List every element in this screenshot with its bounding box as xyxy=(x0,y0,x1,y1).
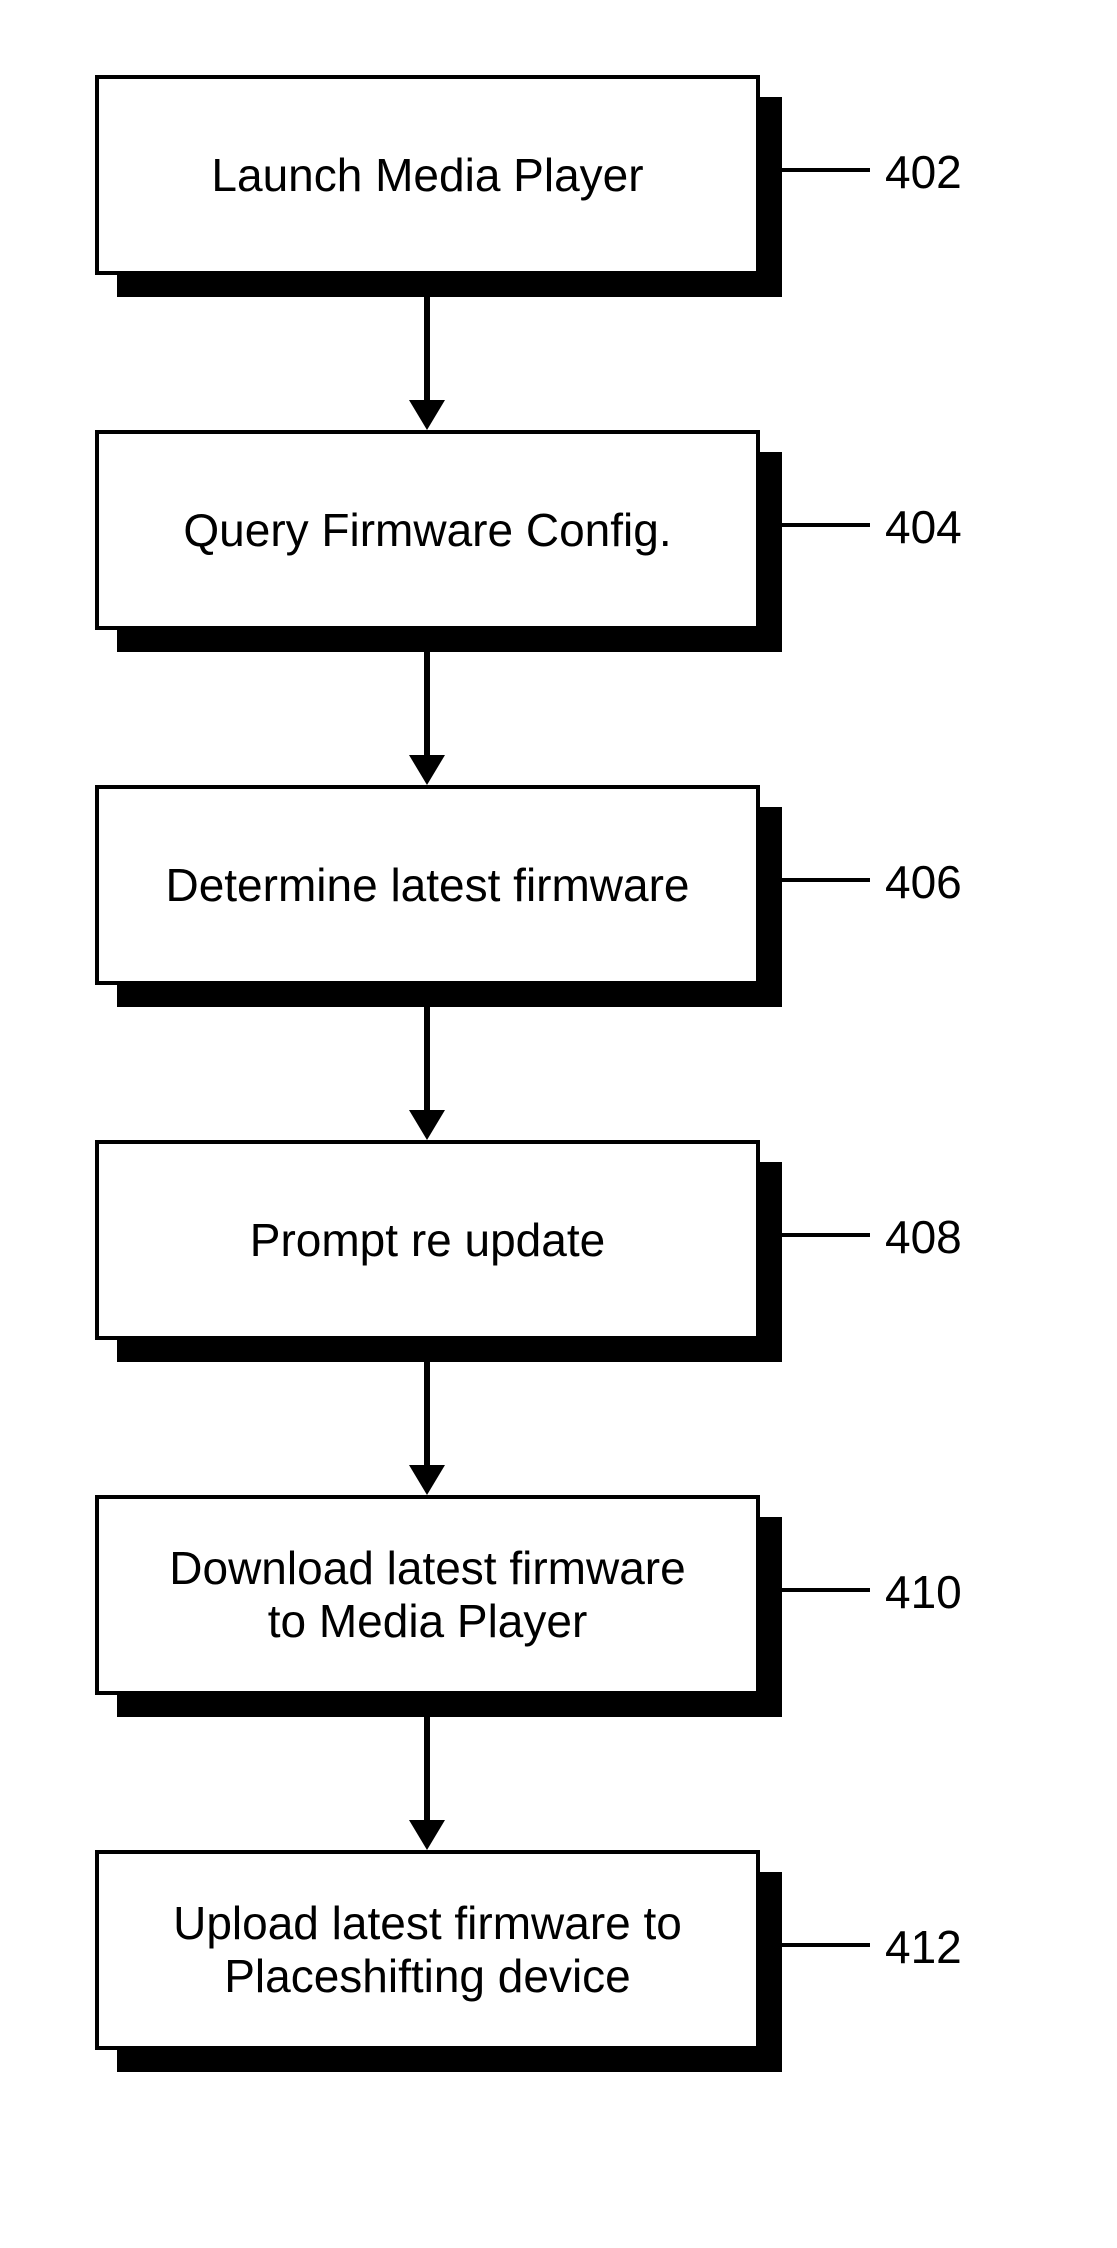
flowchart-step: Prompt re update xyxy=(95,1140,760,1340)
flowchart-step: Upload latest firmware to Placeshifting … xyxy=(95,1850,760,2050)
ref-number: 410 xyxy=(885,1565,962,1619)
step-label: Upload latest firmware to Placeshifting … xyxy=(173,1897,682,2003)
ref-number: 408 xyxy=(885,1210,962,1264)
ref-leader xyxy=(782,1233,870,1237)
ref-leader xyxy=(782,878,870,882)
ref-number: 404 xyxy=(885,500,962,554)
arrow-head-icon xyxy=(409,1465,445,1495)
flowchart-step: Determine latest firmware xyxy=(95,785,760,985)
arrow-line xyxy=(424,1717,430,1820)
ref-leader xyxy=(782,1588,870,1592)
step-label: Query Firmware Config. xyxy=(183,504,671,557)
step-label: Launch Media Player xyxy=(211,149,643,202)
arrow-head-icon xyxy=(409,755,445,785)
arrow-line xyxy=(424,297,430,400)
ref-leader xyxy=(782,1943,870,1947)
ref-number: 412 xyxy=(885,1920,962,1974)
arrow-head-icon xyxy=(409,1110,445,1140)
flowchart-canvas: Launch Media Player 402 Query Firmware Con… xyxy=(0,0,1117,2248)
step-label: Prompt re update xyxy=(250,1214,605,1267)
ref-leader xyxy=(782,168,870,172)
step-label: Determine latest firmware xyxy=(165,859,689,912)
ref-number: 406 xyxy=(885,855,962,909)
ref-leader xyxy=(782,523,870,527)
arrow-line xyxy=(424,1007,430,1110)
arrow-line xyxy=(424,1362,430,1465)
ref-number: 402 xyxy=(885,145,962,199)
arrow-head-icon xyxy=(409,400,445,430)
arrow-line xyxy=(424,652,430,755)
step-label: Download latest firmware to Media Player xyxy=(169,1542,685,1648)
flowchart-step: Query Firmware Config. xyxy=(95,430,760,630)
flowchart-step: Download latest firmware to Media Player xyxy=(95,1495,760,1695)
arrow-head-icon xyxy=(409,1820,445,1850)
flowchart-step: Launch Media Player xyxy=(95,75,760,275)
